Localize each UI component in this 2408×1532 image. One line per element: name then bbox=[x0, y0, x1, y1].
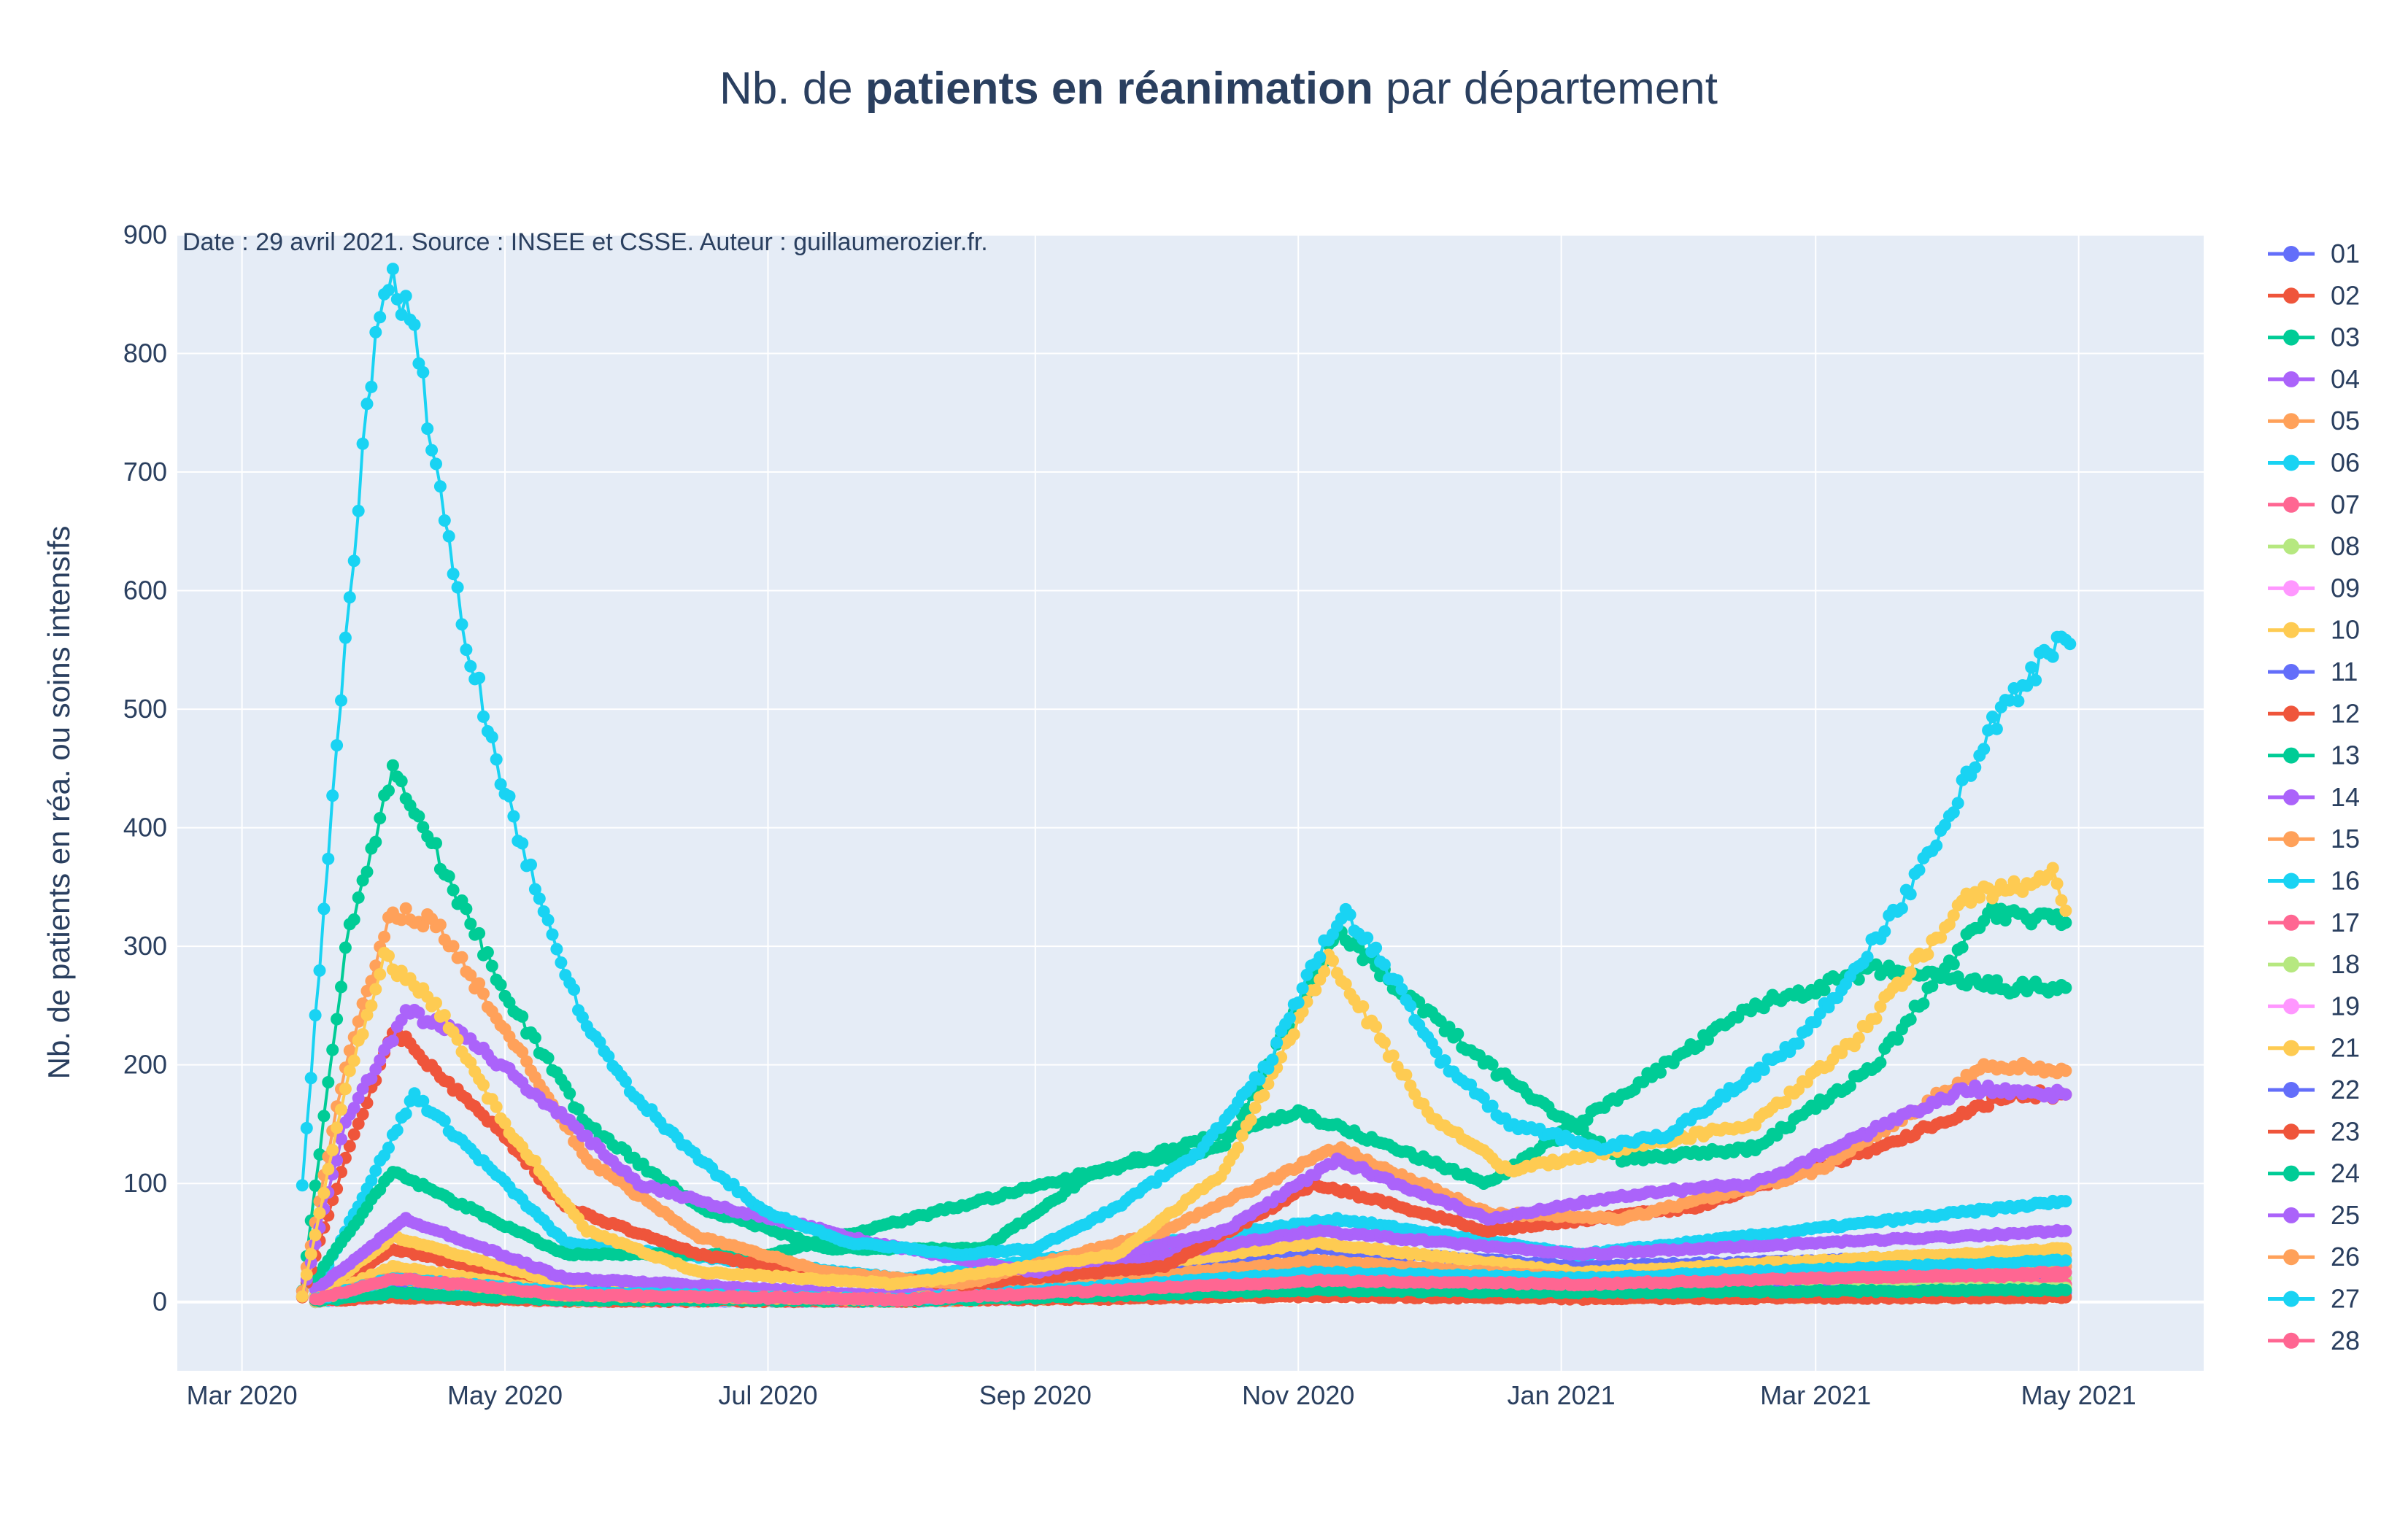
series-layer bbox=[296, 263, 2077, 1309]
data-point bbox=[369, 1164, 382, 1177]
data-point bbox=[382, 1141, 395, 1154]
data-point bbox=[2059, 1195, 2072, 1208]
data-point bbox=[365, 1174, 378, 1187]
data-point bbox=[417, 1094, 430, 1107]
data-point bbox=[438, 1114, 451, 1127]
data-point bbox=[399, 1107, 412, 1121]
plot-area bbox=[177, 235, 2204, 1371]
data-point bbox=[390, 1123, 404, 1137]
